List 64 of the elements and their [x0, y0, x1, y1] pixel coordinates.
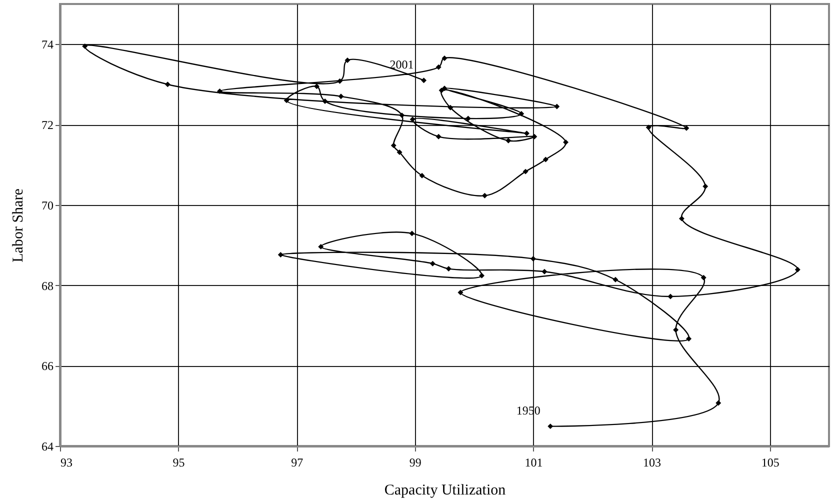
y-axis-title: Labor Share: [10, 188, 26, 262]
point: [673, 327, 679, 333]
point: [524, 130, 530, 136]
y-tick-label: 64: [42, 440, 54, 454]
point: [419, 172, 425, 178]
point: [716, 400, 722, 406]
point: [314, 84, 320, 90]
point: [448, 104, 454, 110]
point: [284, 98, 290, 104]
x-tick-label: 103: [643, 456, 662, 470]
point: [458, 290, 464, 296]
point: [563, 139, 569, 145]
point: [506, 138, 512, 144]
y-tick-label: 68: [42, 278, 54, 293]
annotation: 2001: [390, 57, 414, 72]
x-tick-label: 99: [409, 456, 422, 470]
point: [479, 272, 485, 278]
x-axis-title: Capacity Utilization: [384, 482, 506, 498]
point: [278, 252, 284, 258]
x-tick-label: 95: [172, 456, 185, 470]
point: [554, 104, 560, 110]
point: [678, 216, 684, 222]
point: [646, 124, 652, 130]
y-tick-label: 74: [42, 38, 54, 52]
point: [530, 256, 536, 262]
point: [700, 274, 706, 280]
point: [436, 64, 442, 70]
point: [668, 294, 674, 300]
point: [399, 112, 405, 118]
point: [390, 142, 396, 148]
point: [482, 192, 488, 198]
point: [421, 78, 427, 84]
x-tick-label: 97: [291, 456, 304, 470]
point: [164, 82, 170, 88]
point: [442, 86, 448, 92]
point: [518, 110, 524, 116]
point: [794, 266, 800, 272]
y-tick-label: 66: [42, 359, 54, 374]
point: [396, 150, 402, 156]
x-tick-label: 105: [761, 456, 780, 470]
x-tick-label: 93: [60, 456, 72, 470]
y-tick-label: 70: [42, 198, 54, 212]
point: [686, 336, 692, 342]
point: [446, 266, 452, 272]
point: [542, 268, 548, 274]
point: [702, 184, 708, 190]
point: [337, 78, 343, 84]
x-tick-label: 101: [524, 456, 543, 470]
point: [684, 125, 690, 131]
point: [542, 156, 548, 162]
point: [338, 94, 344, 100]
point: [409, 230, 415, 236]
point: [548, 424, 554, 430]
point: [532, 134, 538, 140]
point: [522, 168, 528, 174]
point: [436, 134, 442, 140]
point: [612, 276, 618, 282]
point: [322, 98, 328, 104]
point: [82, 43, 88, 49]
y-tick-label: 72: [42, 118, 54, 132]
point: [430, 260, 436, 266]
point: [344, 58, 350, 63]
point: [216, 88, 222, 94]
point: [318, 244, 324, 250]
